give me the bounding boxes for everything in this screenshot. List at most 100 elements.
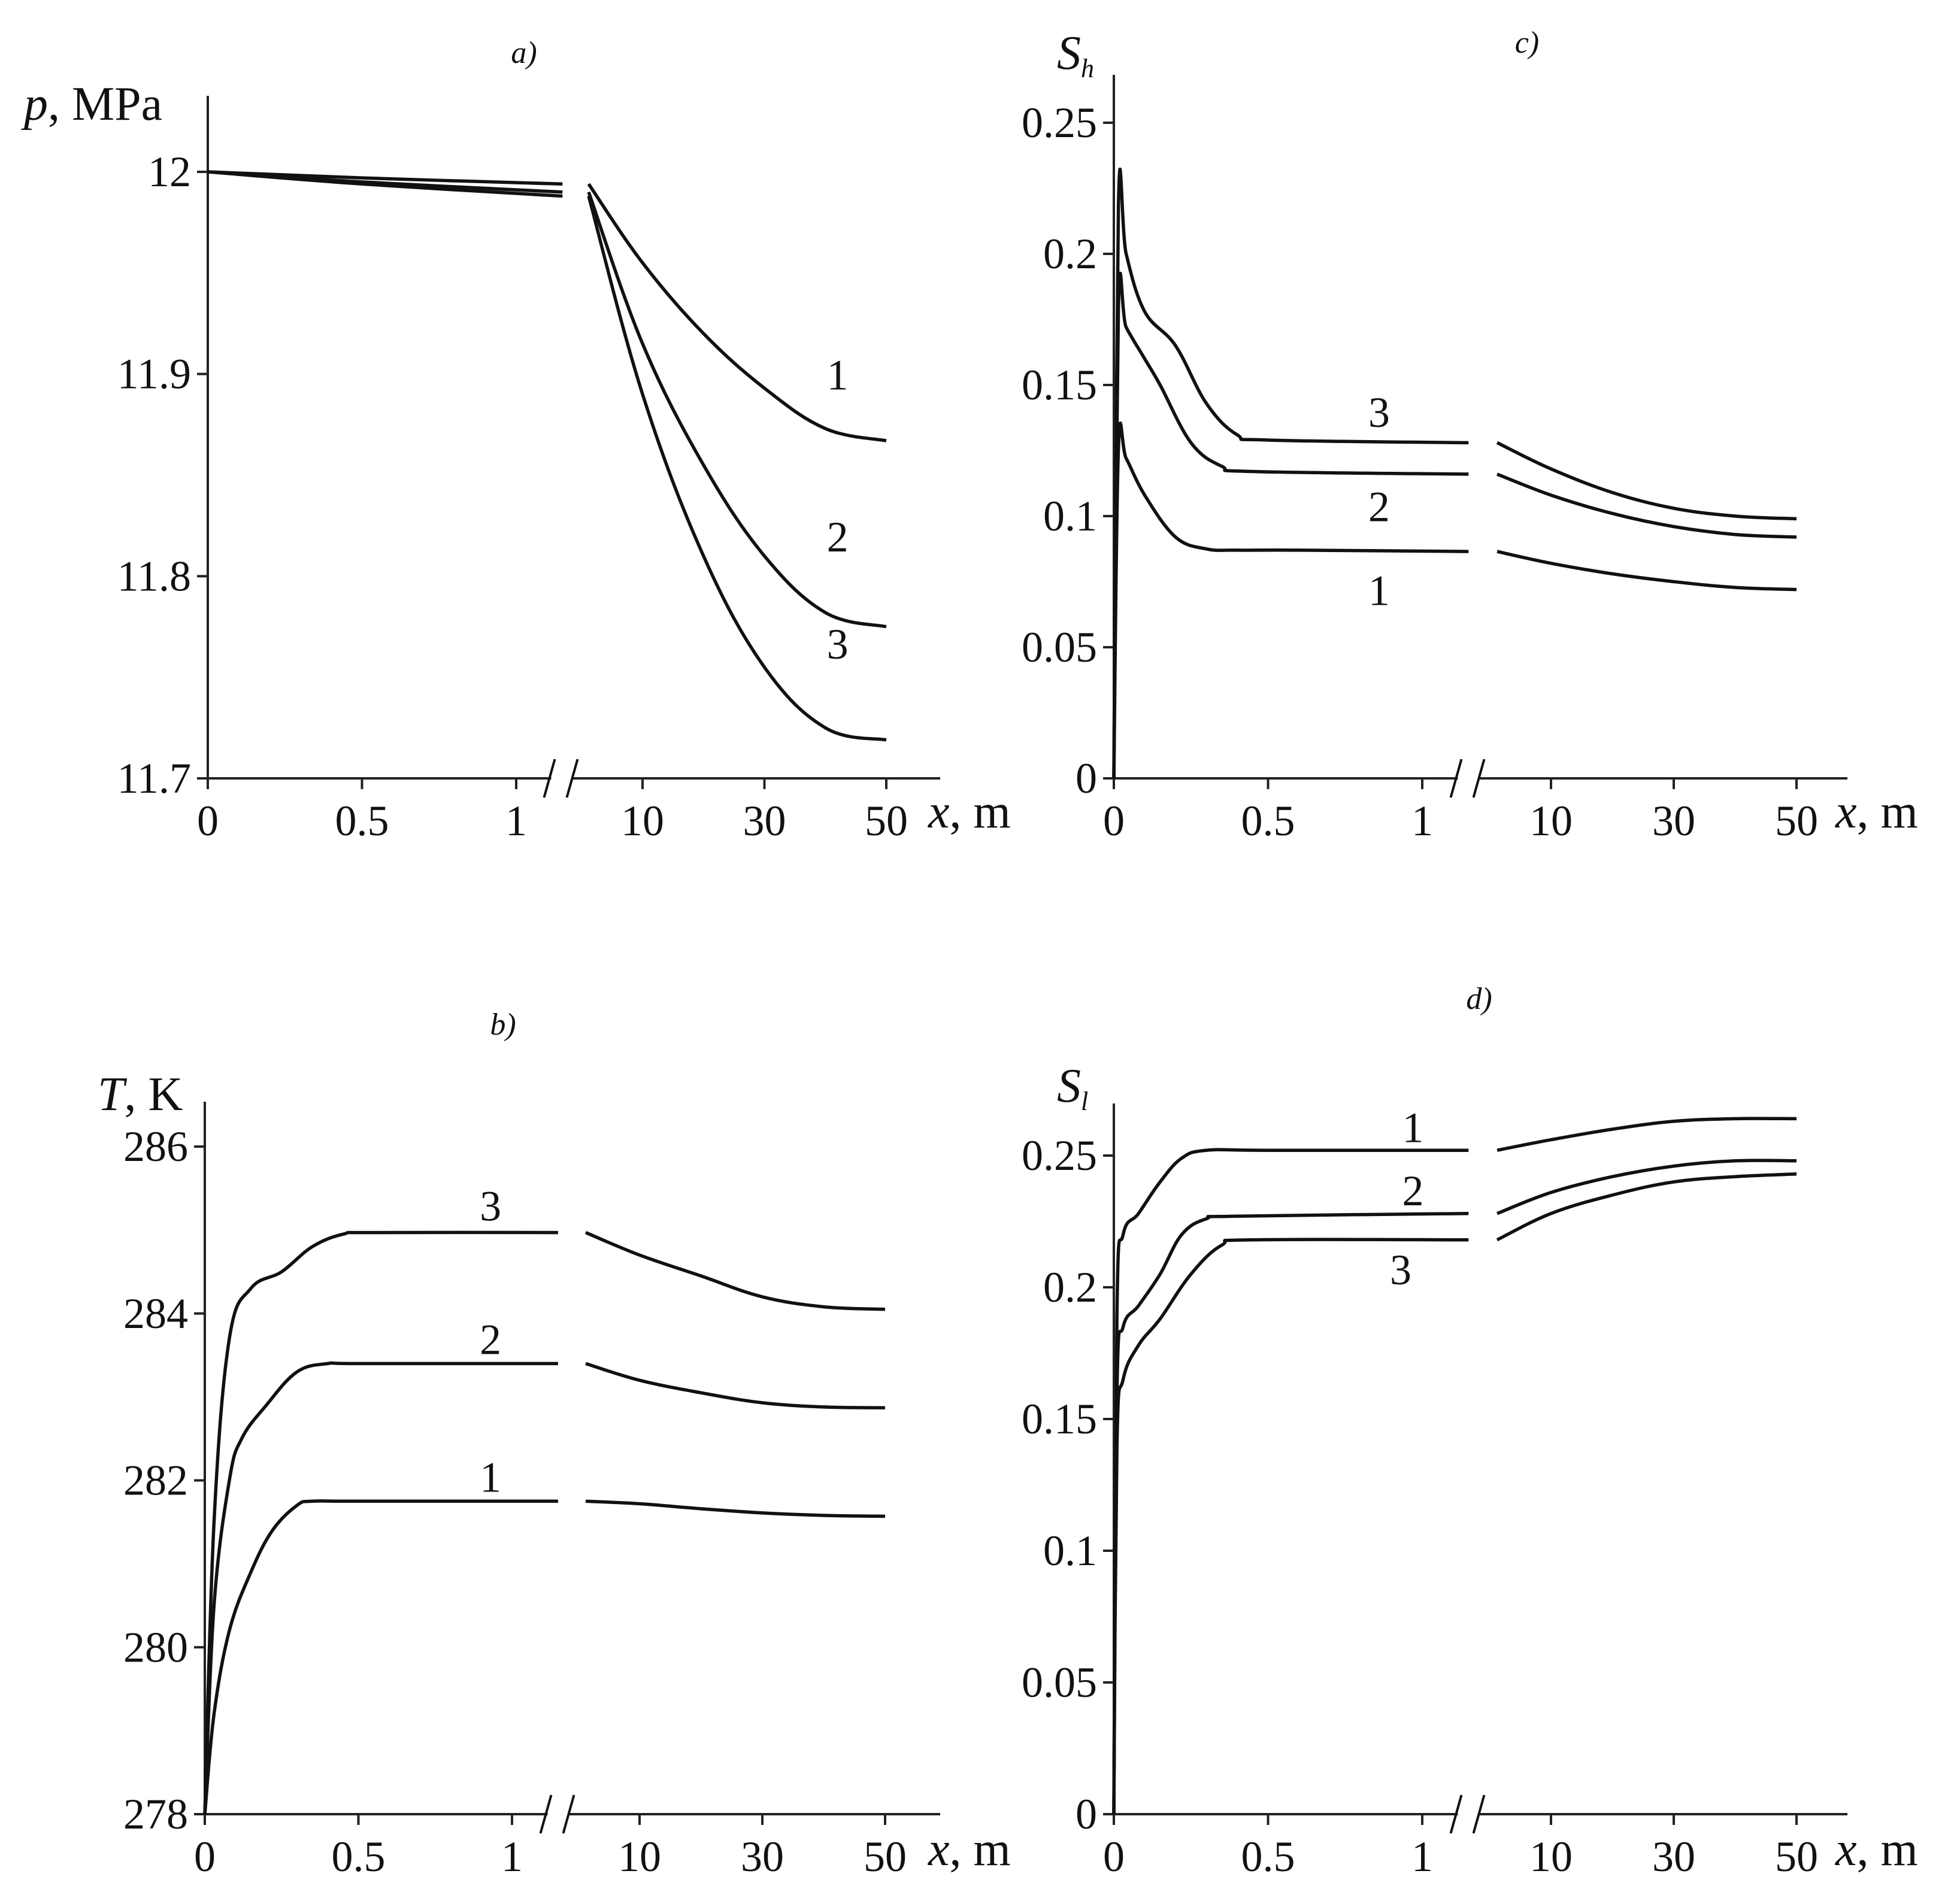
x-tick-label: 0 [1103, 797, 1125, 845]
x-axis-label-unit: , m [1857, 1823, 1918, 1876]
series-3-near-line [1112, 1238, 1469, 1815]
y-axis-label: p, MPa [21, 78, 162, 131]
x-tick-label: 0 [197, 797, 219, 845]
series-3-near-line [1112, 167, 1469, 779]
axis-break-gap [551, 775, 573, 782]
y-tick-label: 280 [123, 1623, 188, 1671]
y-axis-label-unit: , K [125, 1068, 183, 1121]
axis-break-gap [1458, 1811, 1480, 1818]
y-tick-label: 0.25 [1022, 99, 1097, 147]
y-axis-label-var: S [1057, 1060, 1081, 1112]
x-tick-label: 50 [865, 797, 908, 845]
y-tick-label: 0.2 [1043, 230, 1097, 278]
y-axis-label-var: p [21, 78, 48, 131]
axis-break-mark [565, 759, 579, 798]
y-axis-label: Sh [1057, 27, 1094, 83]
curve-label: 2 [827, 513, 849, 561]
x-tick-label: 0.5 [335, 797, 389, 845]
curve-label: 3 [827, 620, 849, 668]
panel-label: b) [490, 1008, 516, 1042]
x-axis-label-var: x [1835, 786, 1857, 838]
y-tick-label: 11.7 [117, 754, 191, 802]
x-tick-label: 1 [505, 797, 527, 845]
y-tick-label: 0 [1076, 1790, 1097, 1838]
y-tick-label: 0.25 [1022, 1132, 1097, 1180]
series-1-far-line [587, 183, 887, 442]
x-axis-label: x, m [928, 786, 1011, 838]
y-tick-label: 11.8 [117, 552, 191, 600]
series-3-far-line [584, 1231, 886, 1311]
y-axis-label-sub: l [1081, 1087, 1088, 1116]
y-axis-label-unit: , MPa [48, 78, 162, 131]
series-3-near-line [203, 1230, 558, 1815]
series-1-near-line [1112, 1148, 1469, 1815]
x-tick-label: 50 [1775, 1833, 1818, 1881]
y-axis-label-sub: h [1081, 54, 1094, 83]
x-tick-label: 0.5 [1241, 797, 1295, 845]
series-1-far-line [1496, 1117, 1797, 1152]
x-tick-label: 50 [864, 1833, 907, 1881]
curve-label: 3 [1390, 1246, 1411, 1294]
x-tick-label: 0 [194, 1833, 216, 1881]
series-3-far-line [587, 195, 887, 742]
series-2-near-line [1112, 1212, 1469, 1815]
x-tick-label: 30 [1652, 797, 1695, 845]
y-tick-label: 282 [123, 1457, 188, 1505]
x-tick-label: 1 [1411, 1833, 1433, 1881]
curve-label: 1 [827, 351, 849, 399]
axis-break-mark [543, 759, 556, 798]
axis-break-mark [1449, 1794, 1463, 1834]
curve-label: 2 [480, 1316, 501, 1364]
y-tick-label: 0.05 [1022, 1659, 1097, 1706]
panel-label: d) [1466, 982, 1492, 1016]
curve-label: 1 [1402, 1104, 1424, 1152]
x-axis-label-var: x [928, 786, 950, 838]
x-axis-label: x, m [928, 1823, 1011, 1876]
panel-c: c) 0.25 0.2 0.15 0.1 0.05 00 0.5 1 10 30 50 Sh x, m 1 2… [1022, 26, 1918, 845]
y-axis-label: Sl [1057, 1060, 1088, 1116]
x-tick-label: 1 [501, 1833, 523, 1881]
x-tick-label: 1 [1411, 797, 1433, 845]
y-tick-label: 12 [148, 148, 191, 196]
series-1-near-line [203, 1499, 558, 1815]
curve-label: 3 [480, 1183, 501, 1230]
x-axis-label-unit: , m [950, 1823, 1011, 1876]
curve-label: 2 [1368, 483, 1390, 530]
panel-label: c) [1515, 26, 1539, 60]
curve-label: 2 [1402, 1167, 1424, 1215]
y-tick-label: 0.05 [1022, 623, 1097, 671]
x-tick-label: 30 [743, 797, 786, 845]
x-axis-label: x, m [1835, 786, 1918, 838]
y-axis-label: T, K [98, 1068, 183, 1121]
series-2-far-line [587, 191, 887, 629]
axis-break-gap [547, 1811, 569, 1818]
y-tick-label: 0.2 [1043, 1263, 1097, 1311]
series-1-far-line [585, 1499, 886, 1518]
y-tick-label: 0.1 [1043, 492, 1097, 540]
series-3-far-line [1496, 1172, 1797, 1242]
y-tick-label: 284 [123, 1290, 188, 1338]
series-2-near-line [203, 1361, 558, 1815]
y-tick-label: 0.1 [1043, 1527, 1097, 1575]
series-3-near-line [207, 170, 563, 198]
x-axis-label-var: x [928, 1823, 950, 1876]
y-axis-label-var: T [98, 1068, 128, 1121]
x-tick-label: 0.5 [332, 1833, 386, 1881]
x-axis-label-var: x [1835, 1823, 1857, 1876]
axis-break-mark [1449, 759, 1463, 798]
curve-label: 1 [480, 1454, 501, 1502]
y-tick-label: 11.9 [117, 350, 191, 398]
x-tick-label: 10 [1529, 1833, 1573, 1881]
y-tick-label: 0 [1076, 754, 1097, 802]
series-2-far-line [1496, 1159, 1797, 1215]
x-axis-label: x, m [1835, 1823, 1918, 1876]
series-2-far-line [585, 1362, 886, 1409]
x-tick-label: 0.5 [1241, 1833, 1295, 1881]
y-tick-label: 0.15 [1022, 1395, 1097, 1443]
x-tick-label: 10 [618, 1833, 661, 1881]
y-axis-label-var: S [1057, 27, 1081, 80]
series-2-far-line [1496, 472, 1797, 539]
